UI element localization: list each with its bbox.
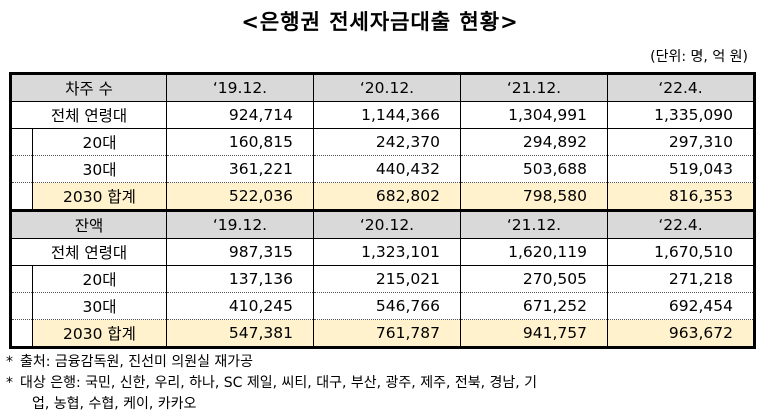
cell-value: 410,245 (166, 292, 314, 320)
banks-note-continued: 업, 농협, 수협, 케이, 카카오 (32, 396, 197, 412)
year-header: ‘22.4. (607, 73, 755, 102)
cell-value: 242,370 (313, 128, 461, 156)
cell-value: 963,672 (607, 319, 755, 348)
cell-value: 270,505 (460, 265, 608, 293)
unit-label: (단위: 명, 억 원) (650, 49, 748, 65)
cell-value: 271,218 (607, 265, 755, 293)
footnotes: * 출처: 금융감독원, 진선미 의원실 재가공 * 대상 은행: 국민, 신한… (6, 352, 754, 415)
table-row: 30대 410,245 546,766 671,252 692,454 (10, 292, 755, 320)
cell-value: 924,714 (166, 101, 314, 129)
banks-note: * 대상 은행: 국민, 신한, 우리, 하나, SC 제일, 씨티, 대구, … (6, 373, 754, 394)
sum-row: 2030 합계 547,381 761,787 941,757 963,672 (10, 319, 755, 348)
cell-value: 297,310 (607, 128, 755, 156)
cell-value: 692,454 (607, 292, 755, 320)
total-row: 전체 연령대 987,315 1,323,101 1,620,119 1,670… (10, 238, 755, 266)
cell-value: 941,757 (460, 319, 608, 348)
cell-value: 522,036 (166, 182, 314, 212)
year-header: ‘20.12. (313, 73, 461, 102)
cell-value: 682,802 (313, 182, 461, 212)
header-row: 잔액 ‘19.12. ‘20.12. ‘21.12. ‘22.4. (10, 210, 755, 239)
cell-value: 361,221 (166, 155, 314, 183)
cell-value: 1,335,090 (607, 101, 755, 129)
cell-value: 160,815 (166, 128, 314, 156)
row-label: 20대 (32, 265, 167, 293)
cell-value: 547,381 (166, 319, 314, 348)
page-title: <은행권 전세자금대출 현황> (241, 10, 519, 34)
cell-value: 440,432 (313, 155, 461, 183)
cell-value: 137,136 (166, 265, 314, 293)
year-header: ‘19.12. (166, 73, 314, 102)
row-label: 20대 (32, 128, 167, 156)
cell-value: 1,323,101 (313, 238, 461, 266)
cell-value: 1,670,510 (607, 238, 755, 266)
section-header: 잔액 (10, 210, 167, 239)
year-header: ‘21.12. (460, 210, 608, 239)
cell-value: 1,144,366 (313, 101, 461, 129)
banks-text: 대상 은행: 국민, 신한, 우리, 하나, SC 제일, 씨티, 대구, 부산… (20, 375, 538, 391)
table-row: 20대 160,815 242,370 294,892 297,310 (10, 128, 755, 156)
cell-value: 503,688 (460, 155, 608, 183)
header-row: 차주 수 ‘19.12. ‘20.12. ‘21.12. ‘22.4. (10, 73, 755, 102)
source-text: 출처: 금융감독원, 진선미 의원실 재가공 (20, 354, 254, 370)
row-label: 2030 합계 (32, 319, 167, 348)
sum-row: 2030 합계 522,036 682,802 798,580 816,353 (10, 182, 755, 212)
cell-value: 1,304,991 (460, 101, 608, 129)
row-label: 30대 (32, 155, 167, 183)
table-row: 20대 137,136 215,021 270,505 271,218 (10, 265, 755, 293)
cell-value: 546,766 (313, 292, 461, 320)
cell-value: 671,252 (460, 292, 608, 320)
cell-value: 761,787 (313, 319, 461, 348)
year-header: ‘22.4. (607, 210, 755, 239)
year-header: ‘19.12. (166, 210, 314, 239)
cell-value: 798,580 (460, 182, 608, 212)
note-marker: * (6, 354, 13, 370)
section-header: 차주 수 (10, 73, 167, 102)
cell-value: 1,620,119 (460, 238, 608, 266)
cell-value: 294,892 (460, 128, 608, 156)
cell-value: 215,021 (313, 265, 461, 293)
loan-table: 차주 수 ‘19.12. ‘20.12. ‘21.12. ‘22.4. 전체 연… (9, 72, 756, 349)
source-note: * 출처: 금융감독원, 진선미 의원실 재가공 (6, 352, 754, 373)
cell-value: 816,353 (607, 182, 755, 212)
total-row: 전체 연령대 924,714 1,144,366 1,304,991 1,335… (10, 101, 755, 129)
cell-value: 987,315 (166, 238, 314, 266)
row-label: 전체 연령대 (10, 238, 167, 266)
year-header: ‘21.12. (460, 73, 608, 102)
row-label: 30대 (32, 292, 167, 320)
table-row: 30대 361,221 440,432 503,688 519,043 (10, 155, 755, 183)
note-marker: * (6, 375, 13, 391)
cell-value: 519,043 (607, 155, 755, 183)
row-label: 2030 합계 (32, 182, 167, 212)
year-header: ‘20.12. (313, 210, 461, 239)
row-label: 전체 연령대 (10, 101, 167, 129)
